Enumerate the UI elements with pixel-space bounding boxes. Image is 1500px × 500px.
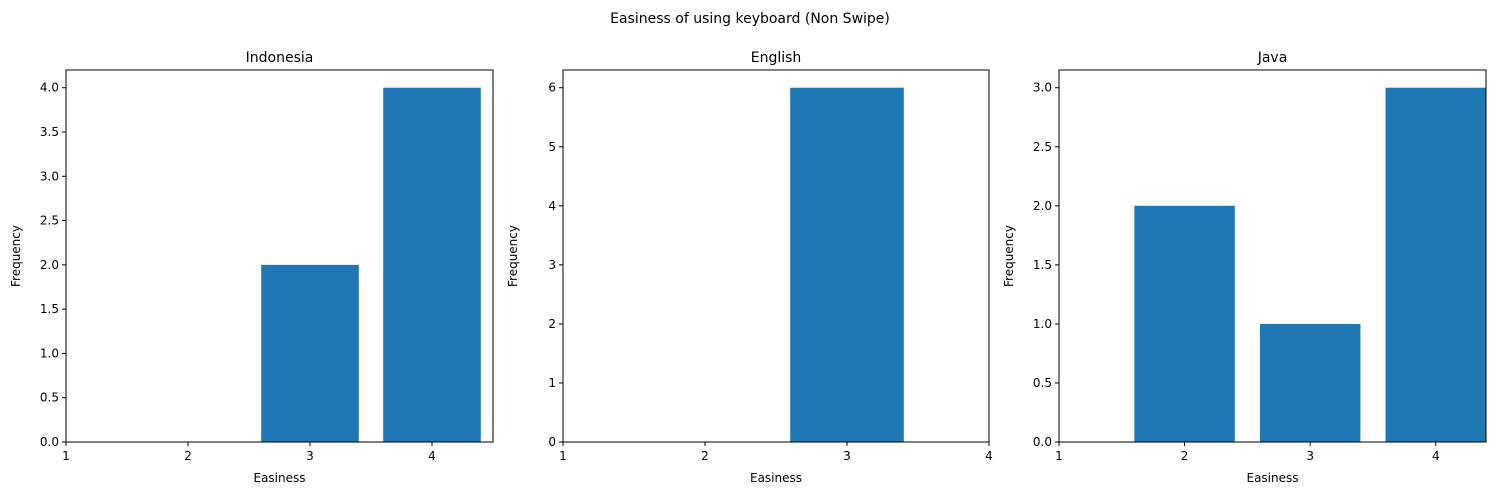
axes-frame [65,69,494,443]
y-tick-label: 0.5 [1033,376,1052,390]
bar-3 [261,264,359,442]
y-tick-label: 2.5 [40,214,59,228]
y-tick-label: 1.0 [1033,317,1052,331]
y-tick-label: 1 [548,376,556,390]
x-axis-label: Easiness [750,471,802,485]
x-tick-label: 3 [306,449,314,463]
subplots: 1 2 3 4 0.0 0.5 1.0 1.5 2.0 2.5 3.0 3.5 4.0 Indonesia… [9,50,1487,485]
x-tick-label: 3 [1306,449,1314,463]
axes-frame [1058,69,1487,443]
x-tick-label: 3 [843,449,851,463]
x-tick-label: 2 [701,449,709,463]
y-tick-label: 6 [548,81,556,95]
y-tick-label: 0.0 [40,435,59,449]
subplot-title: Indonesia [246,50,314,66]
y-tick-label: 2.0 [40,258,59,272]
bar-2 [1134,205,1235,442]
bar-3 [1259,323,1361,442]
y-tick-label: 3.5 [40,125,59,139]
y-tick-label: 4.0 [40,81,59,95]
y-axis-label: Frequency [1002,225,1016,287]
bar-4 [1385,87,1486,442]
y-tick-label: 5 [548,140,556,154]
x-axis-label: Easiness [1246,471,1298,485]
y-axis-label: Frequency [9,225,23,287]
y-tick-label: 2 [548,317,556,331]
y-tick-label: 3.0 [40,169,59,183]
x-tick-label: 1 [559,449,567,463]
y-tick-label: 2.0 [1033,199,1052,213]
x-tick-label: 2 [184,449,192,463]
x-tick-label: 2 [1181,449,1189,463]
figure-suptitle: Easiness of using keyboard (Non Swipe) [610,11,890,27]
y-tick-label: 1.5 [1033,258,1052,272]
x-tick-label: 1 [1055,449,1063,463]
y-tick-label: 3.0 [1033,81,1052,95]
y-tick-label: 0 [548,435,556,449]
x-tick-label: 1 [62,449,70,463]
subplot-indonesia: 1 2 3 4 0.0 0.5 1.0 1.5 2.0 2.5 3.0 3.5 4.0 Indonesia… [9,50,494,485]
bar-3 [790,87,904,442]
axes-frame [562,69,990,443]
y-axis-label: Frequency [506,225,520,287]
subplot-title: Java [1257,50,1288,66]
y-tick-label: 2.5 [1033,140,1052,154]
subplot-java: 1 2 3 4 0.0 0.5 1.0 1.5 2.0 2.5 3.0 Java Easiness Fre… [1002,50,1487,485]
y-tick-label: 0.0 [1033,435,1052,449]
y-tick-label: 0.5 [40,391,59,405]
y-tick-label: 3 [548,258,556,272]
y-tick-label: 4 [548,199,556,213]
x-tick-label: 4 [428,449,436,463]
subplot-title: English [751,50,802,66]
x-tick-label: 4 [985,449,993,463]
y-tick-label: 1.0 [40,346,59,360]
y-tick-label: 1.5 [40,302,59,316]
x-axis-label: Easiness [253,471,305,485]
x-tick-label: 4 [1432,449,1440,463]
bar-4 [383,87,481,442]
